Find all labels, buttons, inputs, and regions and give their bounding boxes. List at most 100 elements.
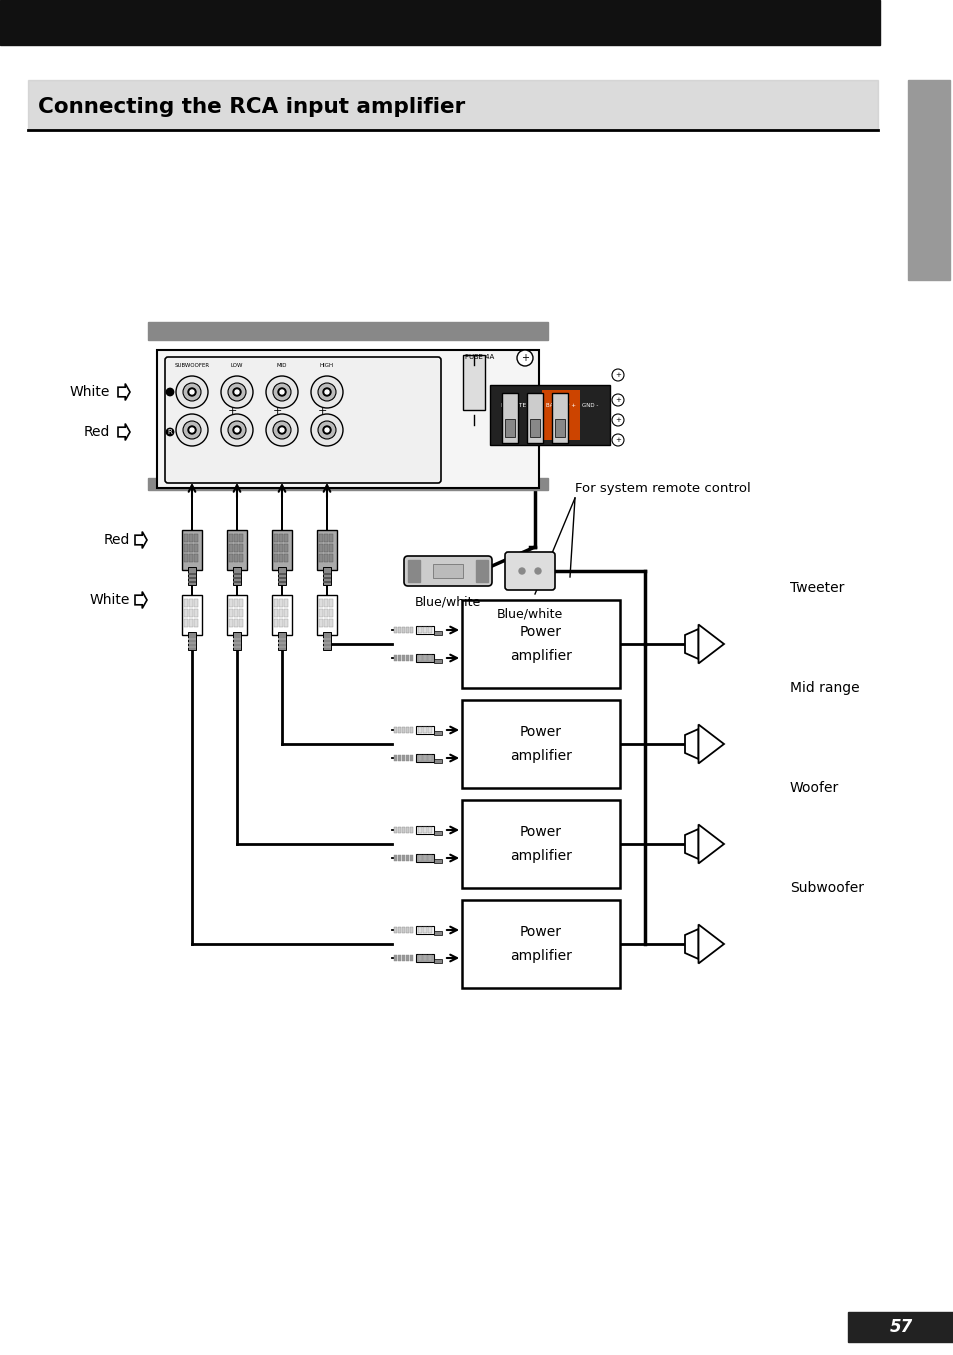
- Bar: [323, 638, 331, 640]
- Text: +: +: [615, 373, 620, 378]
- Circle shape: [280, 390, 284, 394]
- Bar: [188, 577, 195, 579]
- Bar: [397, 728, 400, 733]
- Bar: [324, 543, 328, 551]
- Bar: [428, 755, 432, 762]
- Bar: [461, 799, 619, 888]
- Circle shape: [228, 383, 246, 401]
- Circle shape: [273, 421, 291, 439]
- Bar: [422, 654, 427, 661]
- Bar: [188, 573, 195, 575]
- Bar: [394, 755, 396, 762]
- Bar: [428, 827, 432, 833]
- Bar: [417, 654, 421, 661]
- Bar: [278, 619, 283, 627]
- Bar: [188, 638, 195, 640]
- Polygon shape: [698, 625, 723, 664]
- Bar: [401, 627, 405, 633]
- Circle shape: [311, 415, 343, 446]
- Bar: [401, 927, 405, 934]
- Circle shape: [273, 383, 291, 401]
- Bar: [274, 619, 277, 627]
- Bar: [416, 827, 434, 833]
- Bar: [274, 599, 277, 607]
- Bar: [323, 573, 331, 575]
- Circle shape: [317, 421, 335, 439]
- Bar: [410, 855, 413, 860]
- Bar: [189, 599, 193, 607]
- Text: Connecting the Units: Connecting the Units: [923, 321, 933, 439]
- Bar: [416, 654, 434, 663]
- Text: Woofer: Woofer: [789, 780, 839, 795]
- Bar: [277, 631, 286, 650]
- Bar: [397, 654, 400, 661]
- Bar: [229, 608, 233, 617]
- Text: Power: Power: [519, 725, 561, 738]
- Bar: [277, 646, 286, 648]
- Bar: [406, 955, 409, 961]
- Bar: [555, 419, 564, 438]
- Bar: [188, 581, 195, 583]
- Bar: [397, 855, 400, 860]
- Circle shape: [280, 428, 284, 432]
- Bar: [422, 728, 427, 733]
- Bar: [323, 577, 331, 579]
- Circle shape: [188, 388, 195, 396]
- Bar: [434, 959, 441, 963]
- Bar: [284, 534, 288, 542]
- Bar: [239, 608, 243, 617]
- Bar: [416, 854, 434, 862]
- Bar: [410, 654, 413, 661]
- Bar: [277, 577, 286, 579]
- Text: +: +: [615, 417, 620, 423]
- Bar: [416, 626, 434, 634]
- Circle shape: [612, 394, 623, 406]
- Bar: [229, 554, 233, 562]
- Bar: [406, 927, 409, 934]
- Circle shape: [612, 369, 623, 381]
- Bar: [406, 627, 409, 633]
- Circle shape: [323, 425, 331, 434]
- Bar: [277, 638, 286, 640]
- Bar: [318, 543, 323, 551]
- Bar: [284, 554, 288, 562]
- Circle shape: [311, 375, 343, 408]
- Text: For system remote control: For system remote control: [575, 482, 750, 495]
- Bar: [476, 560, 488, 583]
- Bar: [417, 755, 421, 762]
- Bar: [233, 608, 237, 617]
- Circle shape: [323, 388, 331, 396]
- Bar: [433, 564, 462, 579]
- Bar: [277, 566, 286, 585]
- Bar: [193, 599, 198, 607]
- Bar: [233, 534, 237, 542]
- Text: amplifier: amplifier: [510, 948, 572, 963]
- Text: Subwoofer: Subwoofer: [789, 881, 863, 896]
- Bar: [272, 530, 292, 570]
- Bar: [323, 646, 331, 648]
- Bar: [233, 577, 241, 579]
- Bar: [189, 534, 193, 542]
- Bar: [329, 619, 333, 627]
- Bar: [324, 599, 328, 607]
- Bar: [422, 627, 427, 633]
- Bar: [323, 631, 331, 650]
- Bar: [410, 955, 413, 961]
- Polygon shape: [684, 629, 698, 659]
- Text: amplifier: amplifier: [510, 850, 572, 863]
- Bar: [394, 827, 396, 833]
- Bar: [410, 755, 413, 762]
- Bar: [541, 390, 579, 440]
- Bar: [461, 701, 619, 789]
- Bar: [233, 573, 241, 575]
- Bar: [277, 581, 286, 583]
- Bar: [401, 654, 405, 661]
- Bar: [397, 827, 400, 833]
- Bar: [434, 659, 441, 663]
- Bar: [233, 642, 241, 644]
- FancyBboxPatch shape: [403, 556, 492, 585]
- Bar: [406, 728, 409, 733]
- Bar: [416, 954, 434, 962]
- Bar: [401, 755, 405, 762]
- Polygon shape: [698, 924, 723, 963]
